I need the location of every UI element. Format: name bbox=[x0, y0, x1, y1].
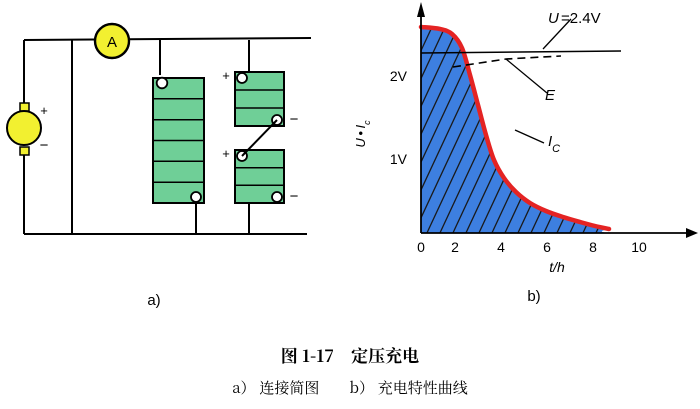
svg-text:6: 6 bbox=[543, 239, 551, 255]
svg-text:8: 8 bbox=[589, 239, 597, 255]
svg-text:2: 2 bbox=[451, 239, 459, 255]
svg-text:2V: 2V bbox=[390, 68, 408, 84]
svg-text:A: A bbox=[107, 34, 117, 51]
svg-text:b): b) bbox=[527, 288, 540, 305]
svg-text:4: 4 bbox=[497, 239, 505, 255]
svg-text:−: − bbox=[290, 111, 299, 128]
svg-text:U: U bbox=[548, 10, 559, 27]
svg-text:10: 10 bbox=[631, 239, 647, 255]
svg-text:图 1-17 定压充电: 图 1-17 定压充电 bbox=[281, 342, 419, 367]
svg-text:+: + bbox=[222, 68, 230, 83]
svg-text:+: + bbox=[40, 103, 48, 118]
svg-text:E: E bbox=[545, 87, 556, 104]
svg-text:−: − bbox=[290, 188, 299, 205]
svg-text:−: − bbox=[40, 137, 49, 154]
svg-text:t/h: t/h bbox=[549, 259, 565, 275]
svg-text:0: 0 bbox=[417, 239, 425, 255]
svg-text:a): a) bbox=[147, 292, 160, 309]
svg-text:=2.4V: =2.4V bbox=[561, 10, 601, 27]
svg-text:1V: 1V bbox=[390, 151, 408, 167]
svg-text:a） 连接简图 b） 充电特性曲线: a） 连接简图 b） 充电特性曲线 bbox=[232, 377, 468, 398]
svg-text:+: + bbox=[222, 146, 230, 161]
